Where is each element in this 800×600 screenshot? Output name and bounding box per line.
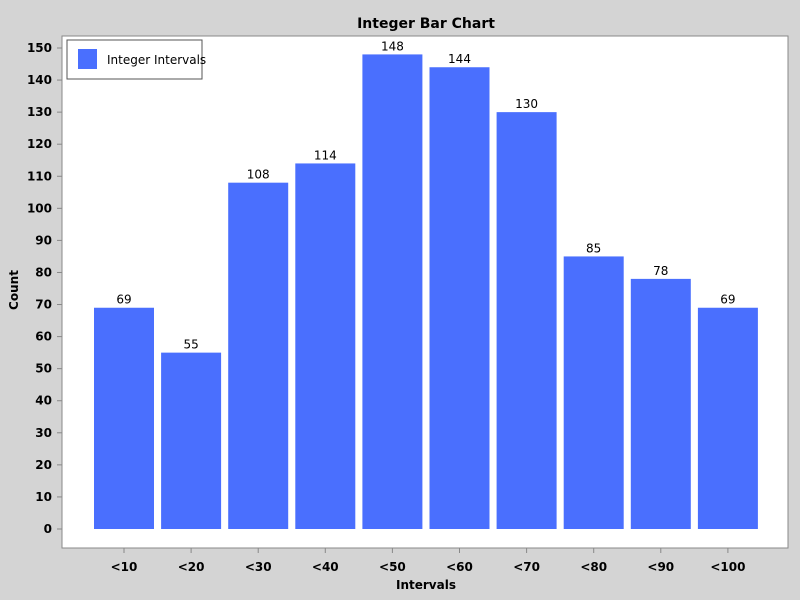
- legend-swatch: [78, 49, 97, 69]
- y-tick-label: 10: [35, 490, 52, 504]
- data-label: 114: [314, 148, 337, 162]
- y-tick-label: 80: [35, 265, 52, 279]
- bar: [496, 112, 557, 529]
- data-label: 69: [116, 293, 131, 307]
- legend: Integer Intervals: [66, 39, 206, 80]
- legend-label: Integer Intervals: [107, 53, 206, 67]
- x-tick-label: <100: [710, 560, 745, 574]
- bar: [697, 307, 758, 529]
- bar: [563, 256, 624, 529]
- x-tick-label: <20: [178, 560, 205, 574]
- data-labels: 69 55 108 114 148 144 130 85 78 69: [116, 39, 735, 351]
- bar: [630, 278, 691, 529]
- data-label: 55: [183, 338, 198, 352]
- x-tick-label: <30: [245, 560, 272, 574]
- bar: [429, 67, 490, 530]
- data-label: 85: [586, 241, 601, 255]
- x-tick-label: <50: [379, 560, 406, 574]
- y-tick-label: 100: [27, 201, 52, 215]
- y-axis-title: Count: [7, 270, 21, 310]
- data-label: 144: [448, 52, 471, 66]
- bar: [362, 54, 423, 530]
- x-axis: <10 <20 <30 <40 <50 <60 <70 <80 <90 <100: [111, 548, 745, 574]
- x-tick-label: <10: [111, 560, 138, 574]
- y-tick-label: 150: [27, 41, 52, 55]
- y-tick-label: 130: [27, 105, 52, 119]
- bars: [94, 54, 758, 530]
- data-label: 148: [381, 39, 404, 53]
- y-tick-label: 140: [27, 73, 52, 87]
- y-tick-label: 120: [27, 137, 52, 151]
- x-tick-label: <60: [446, 560, 473, 574]
- data-label: 130: [515, 97, 538, 111]
- x-axis-title: Intervals: [396, 578, 456, 592]
- y-tick-label: 30: [35, 426, 52, 440]
- x-tick-label: <90: [647, 560, 674, 574]
- y-tick-label: 20: [35, 458, 52, 472]
- bar: [161, 352, 222, 529]
- x-tick-label: <80: [580, 560, 607, 574]
- bar: [94, 307, 154, 529]
- chart-title: Integer Bar Chart: [357, 16, 495, 32]
- y-tick-label: 40: [35, 394, 52, 408]
- bar: [228, 182, 289, 529]
- x-tick-label: <40: [312, 560, 339, 574]
- data-label: 78: [653, 264, 668, 278]
- y-tick-label: 0: [44, 522, 52, 536]
- y-axis: 0 10 20 30 40 50 60 70 80 90 100 110 120 130 140 150: [27, 41, 62, 536]
- y-tick-label: 50: [35, 362, 52, 376]
- y-tick-label: 60: [35, 330, 52, 344]
- y-tick-label: 110: [27, 169, 52, 183]
- y-tick-label: 70: [35, 298, 52, 312]
- x-tick-label: <70: [513, 560, 540, 574]
- data-label: 69: [720, 293, 735, 307]
- y-tick-label: 90: [35, 233, 52, 247]
- bar: [295, 163, 356, 529]
- data-label: 108: [247, 168, 270, 182]
